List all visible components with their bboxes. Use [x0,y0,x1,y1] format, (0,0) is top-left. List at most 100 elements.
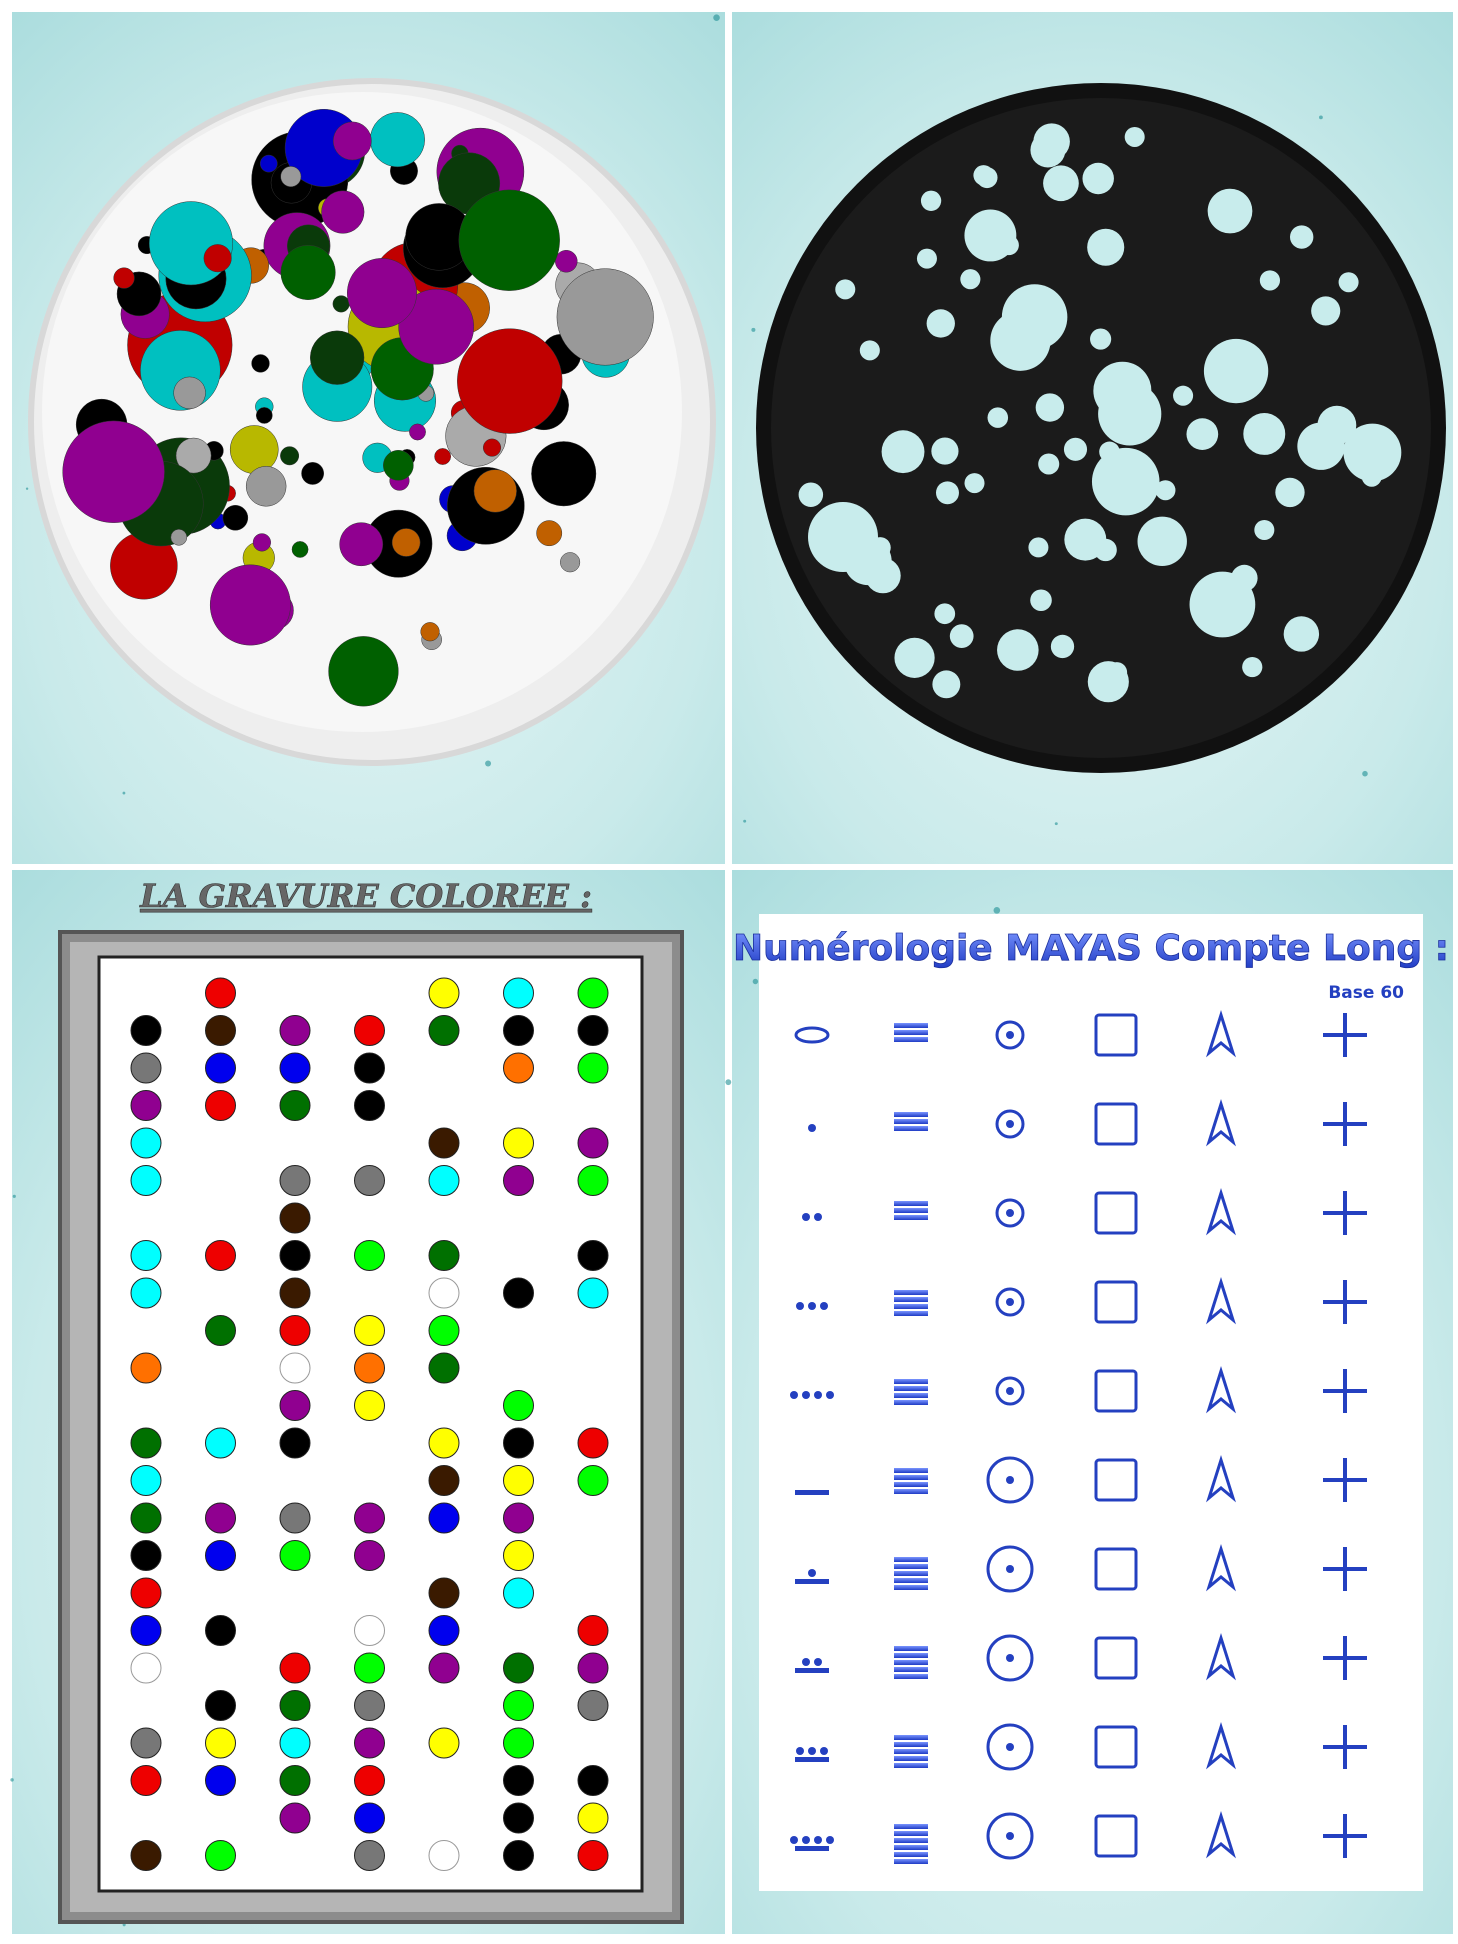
dot [279,1240,311,1271]
glyph-star [1206,1366,1236,1414]
dot [130,1240,162,1271]
hole [1254,519,1275,541]
glyph-bar [894,1742,928,1747]
glyph-sun-core [1006,1387,1014,1395]
color-circle [280,244,336,300]
dot [354,1502,385,1534]
star [1319,115,1323,120]
dot [354,1352,385,1384]
dot [205,1240,236,1271]
dot [428,1352,460,1384]
dot [577,977,609,1009]
hole [1207,188,1253,234]
dot [428,1127,460,1159]
glyph-bar [894,1482,928,1487]
glyph-dot [808,1569,816,1577]
glyph-bar [894,1030,928,1035]
glyph-cross [1323,1191,1367,1235]
dot [577,1240,609,1271]
dot [577,1690,609,1721]
glyph-box [1094,1191,1138,1235]
hole [1094,538,1117,562]
dot [279,1015,311,1046]
dot [354,1015,385,1046]
glyph-bar [894,1119,928,1124]
hole [1091,447,1160,516]
hole [1050,634,1075,659]
dot [503,1277,534,1309]
hole [1063,437,1088,461]
star [1054,822,1058,826]
dot [577,1427,609,1459]
glyph-sun [986,1545,1034,1593]
dot [503,977,534,1009]
glyph-bar [894,1112,928,1117]
holes [798,123,1402,703]
dot [577,1840,609,1871]
glyph-sun-core [1006,1476,1014,1484]
color-circle [458,189,560,291]
glyph-bar [894,1763,928,1768]
dot [279,1502,311,1534]
glyph-bar [894,1290,928,1295]
hole [964,473,985,494]
color-circle [332,121,372,161]
glyph-dot [826,1836,834,1844]
glyph-cross [1323,1814,1367,1858]
hole [926,309,955,338]
glyph-sun [995,1109,1025,1139]
hole [1030,589,1052,612]
dot [354,1802,385,1834]
dot [205,977,236,1009]
light-disc-inner [42,92,682,732]
dot [130,1652,162,1684]
color-circle [203,244,232,273]
glyph-star [1206,1811,1236,1859]
dot [577,1015,609,1046]
dot [354,1090,385,1121]
hole [916,248,937,269]
dot [279,1315,311,1346]
dot [130,1577,162,1609]
glyph-dot [826,1391,834,1399]
glyph-star [1206,1188,1236,1236]
dot [577,1127,609,1159]
glyph-box [1094,1636,1138,1680]
glyph-sun [986,1634,1034,1682]
hole [931,437,959,465]
glyph-bar [894,1208,928,1213]
color-circle [560,552,581,573]
glyph-sun [986,1812,1034,1860]
dot [503,1727,534,1759]
dot [205,1690,236,1721]
hole [808,502,878,572]
dot [205,1615,236,1646]
glyph-bar [795,1846,829,1851]
glyph-star [1206,1722,1236,1770]
dot [503,1652,534,1684]
glyph-bar [894,1578,928,1583]
glyph-dot [820,1747,828,1755]
glyph-sun-core [1006,1031,1014,1039]
glyph-bar [894,1564,928,1569]
dot [354,1765,385,1796]
color-circle [222,505,249,531]
glyph-box [1094,1102,1138,1146]
dot [428,1577,460,1609]
star [122,791,126,795]
dot [279,1052,311,1084]
dot [130,1165,162,1196]
dot [503,1165,534,1196]
hole [1242,656,1263,678]
dot [577,1052,609,1084]
glyph-dot [808,1124,816,1132]
glyph-box [1094,1369,1138,1413]
hole [859,340,880,361]
color-circle [310,330,365,385]
dot [205,1427,236,1459]
dot [354,1840,385,1871]
dot [428,1315,460,1346]
dot [354,1052,385,1084]
dot [503,1502,534,1534]
